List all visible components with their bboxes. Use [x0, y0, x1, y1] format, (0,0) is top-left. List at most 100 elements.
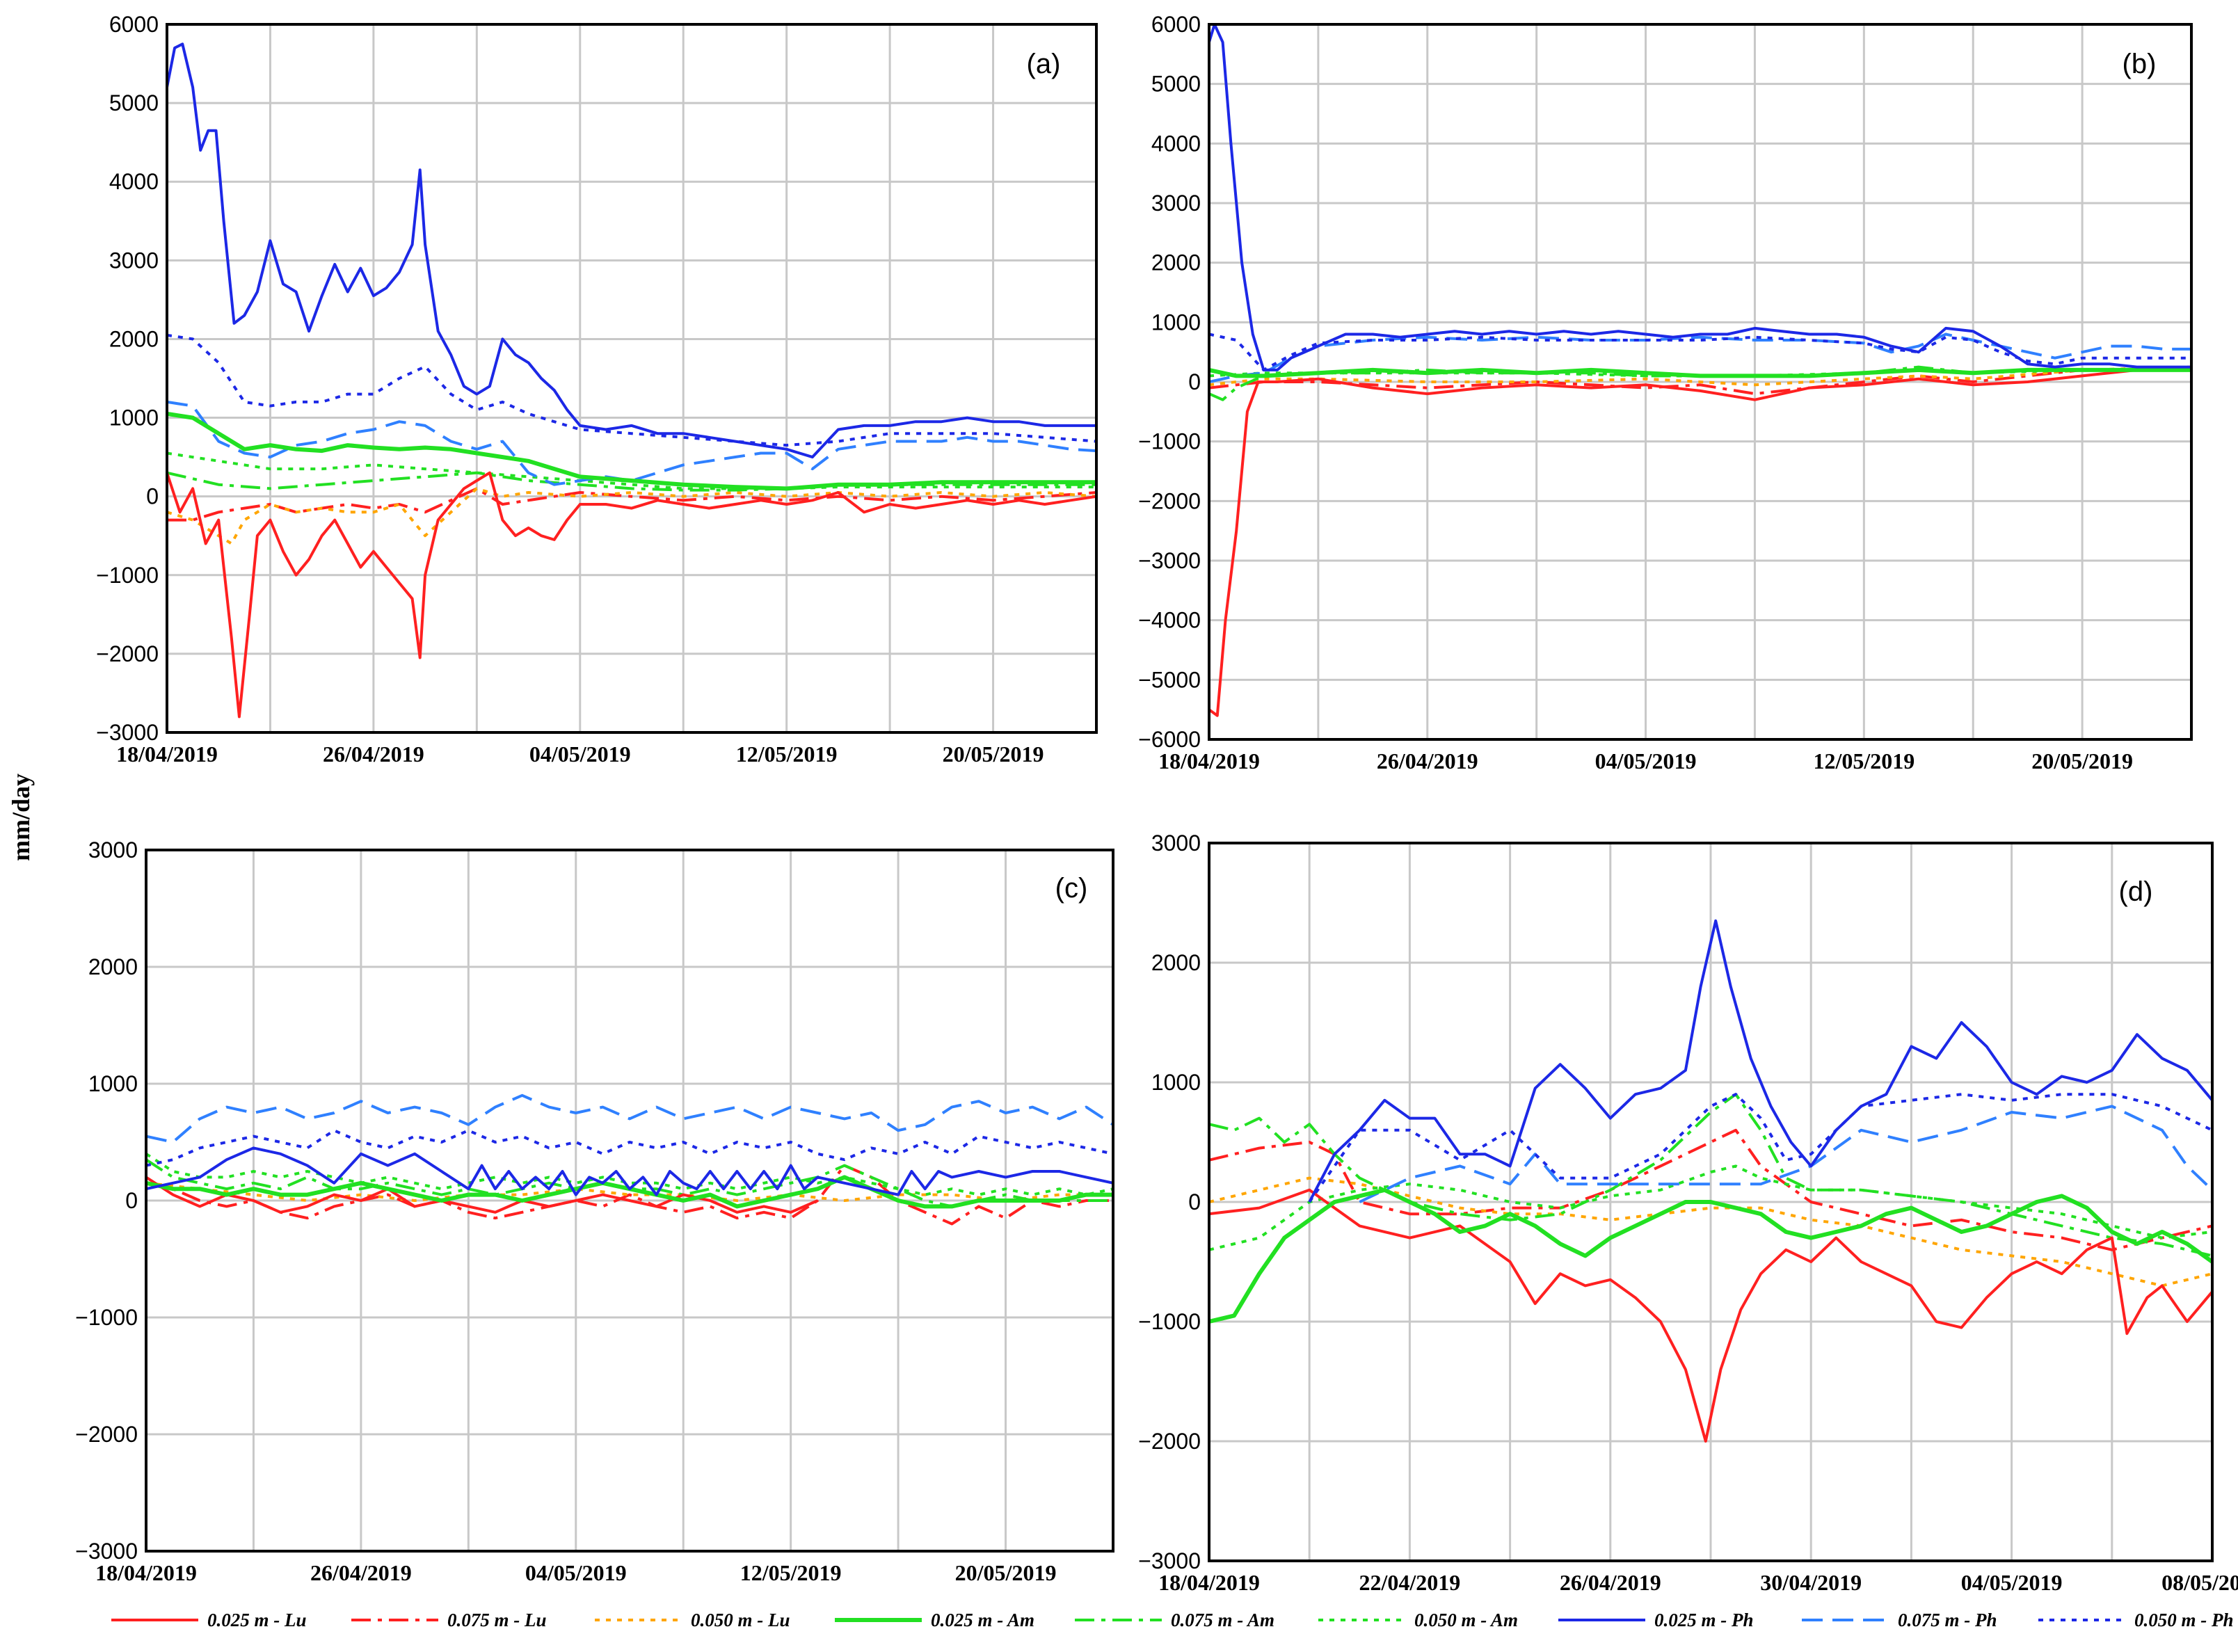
series-line-0-025-m-ph: [1209, 24, 2191, 371]
x-tick-label: 18/04/2019: [116, 741, 218, 767]
y-tick-label: 0: [1188, 1189, 1201, 1214]
y-tick-label: −4000: [1138, 608, 1201, 633]
plot-area: [167, 24, 1096, 732]
x-tick-label: 20/05/2019: [2031, 748, 2133, 773]
x-tick-label: 04/05/2019: [1961, 1570, 2063, 1595]
y-tick-label: 0: [125, 1188, 138, 1213]
y-tick-label: −1000: [96, 563, 159, 588]
y-tick-label: 2000: [1151, 950, 1201, 975]
y-tick-label: −2000: [75, 1422, 138, 1447]
x-tick-label: 26/04/2019: [310, 1560, 412, 1585]
legend-label: 0.025 m - Lu: [207, 1610, 307, 1630]
series-line-0-025-m-am: [1209, 367, 2191, 378]
series-line-0-050-m-ph: [167, 333, 1096, 447]
series-line-0-075-m-ph: [167, 400, 1096, 486]
x-tick-label: 04/05/2019: [529, 741, 631, 767]
series-line-0-075-m-lu: [167, 487, 1096, 522]
series-line-0-025-m-lu: [167, 471, 1096, 719]
legend-label: 0.050 m - Ph: [2134, 1610, 2234, 1630]
y-tick-label: 1000: [1151, 1070, 1201, 1095]
panel-label: (b): [2123, 49, 2157, 79]
y-tick-label: 3000: [1151, 831, 1201, 856]
y-tick-label: 0: [1188, 369, 1201, 394]
series-line-0-025-m-lu: [1209, 368, 2191, 717]
panel-a: −3000 −2000 −1000 0 1000 2000 3000 4000 5000 6000…: [96, 12, 1098, 767]
y-tick-label: 1000: [1151, 310, 1201, 335]
panel-label: (c): [1055, 873, 1088, 904]
x-tick-label: 12/05/2019: [1813, 748, 1915, 773]
legend-label: 0.075 m - Am: [1171, 1610, 1274, 1630]
x-tick-label: 26/04/2019: [323, 741, 424, 767]
y-tick-label: 3000: [109, 248, 159, 273]
series-line-0-050-m-ph: [146, 1129, 1113, 1167]
y-tick-label: −5000: [1138, 667, 1201, 692]
legend-label: 0.025 m - Ph: [1654, 1610, 1754, 1630]
series-line-0-050-m-am: [146, 1153, 1113, 1196]
series-line-0-025-m-lu: [146, 1176, 819, 1214]
legend: 0.025 m - Lu 0.075 m - Lu 0.050 m - Lu 0.02…: [111, 1610, 2234, 1630]
legend-item: 0.025 m - Lu: [111, 1610, 307, 1630]
y-tick-label: 0: [146, 484, 159, 509]
series-line-0-025-m-lu: [1209, 1188, 2212, 1443]
legend-item: 0.075 m - Lu: [351, 1610, 547, 1630]
y-tick-label: −1000: [1138, 1309, 1201, 1334]
series-line-0-050-m-ph: [1209, 332, 2191, 371]
x-tick-label: 20/05/2019: [955, 1560, 1057, 1585]
y-tick-label: 2000: [1151, 250, 1201, 275]
y-tick-label: 3000: [88, 837, 138, 863]
plot-frame: [166, 23, 1098, 734]
y-tick-label: −3000: [75, 1539, 138, 1564]
y-tick-label: 5000: [1151, 72, 1201, 97]
legend-item: 0.050 m - Am: [1318, 1610, 1518, 1630]
series-line-0-050-m-am: [1209, 1164, 2212, 1251]
y-tick-label: 5000: [109, 90, 159, 115]
x-tick-label: 04/05/2019: [525, 1560, 627, 1585]
legend-label: 0.050 m - Am: [1414, 1610, 1518, 1630]
series-line-0-025-m-am: [167, 411, 1096, 491]
legend-item: 0.025 m - Ph: [1558, 1610, 1754, 1630]
series-line-0-075-m-ph: [1359, 1105, 2212, 1203]
y-tick-label: 6000: [109, 12, 159, 37]
legend-label: 0.075 m - Ph: [1898, 1610, 1997, 1630]
legend-item: 0.075 m - Ph: [1802, 1610, 1997, 1630]
legend-label: 0.025 m - Am: [931, 1610, 1034, 1630]
series-line-0-025-m-ph: [167, 42, 1096, 459]
x-tick-label: 18/04/2019: [1158, 1570, 1260, 1595]
series-line-0-050-m-ph: [1308, 1093, 2212, 1203]
series-line-0-075-m-am: [167, 471, 1096, 492]
x-tick-label: 30/04/2019: [1760, 1570, 1862, 1595]
y-tick-label: 1000: [109, 406, 159, 431]
y-tick-label: −6000: [1138, 727, 1201, 752]
x-tick-label: 26/04/2019: [1377, 748, 1478, 773]
y-tick-label: 1000: [88, 1071, 138, 1096]
series-line-0-075-m-lu: [146, 1164, 1113, 1226]
x-tick-label: 04/05/2019: [1595, 748, 1697, 773]
legend-label: 0.050 m - Lu: [691, 1610, 790, 1630]
panel-label: (d): [2119, 876, 2153, 907]
y-tick-label: 4000: [109, 169, 159, 194]
y-axis-label: mm/day: [7, 773, 35, 861]
series-line-0-025-m-ph: [1308, 919, 2212, 1203]
legend-label: 0.075 m - Lu: [447, 1610, 547, 1630]
plot-frame: [1208, 23, 2193, 741]
y-tick-label: −3000: [1138, 1548, 1201, 1573]
series-line-0-025-m-am: [1209, 1187, 2212, 1324]
series-line-0-075-m-lu: [1209, 365, 2191, 396]
series-line-0-075-m-am: [1209, 1093, 2212, 1258]
x-tick-label: 08/05/2019: [2161, 1570, 2238, 1595]
x-tick-label: 18/04/2019: [1158, 748, 1260, 773]
series-group: [146, 1093, 1113, 1226]
series-group: [167, 42, 1096, 719]
series-line-0-050-m-am: [167, 451, 1096, 490]
legend-item: 0.050 m - Lu: [595, 1610, 790, 1630]
series-line-0-025-m-ph: [146, 1146, 1113, 1196]
y-tick-label: −3000: [96, 720, 159, 745]
y-tick-label: 4000: [1151, 131, 1201, 156]
series-line-0-075-m-ph: [146, 1093, 1113, 1144]
series-group: [1209, 24, 2191, 717]
x-tick-label: 22/04/2019: [1359, 1570, 1461, 1595]
y-tick-label: 2000: [109, 326, 159, 351]
legend-item: 0.050 m - Ph: [2038, 1610, 2234, 1630]
x-tick-label: 12/05/2019: [740, 1560, 842, 1585]
